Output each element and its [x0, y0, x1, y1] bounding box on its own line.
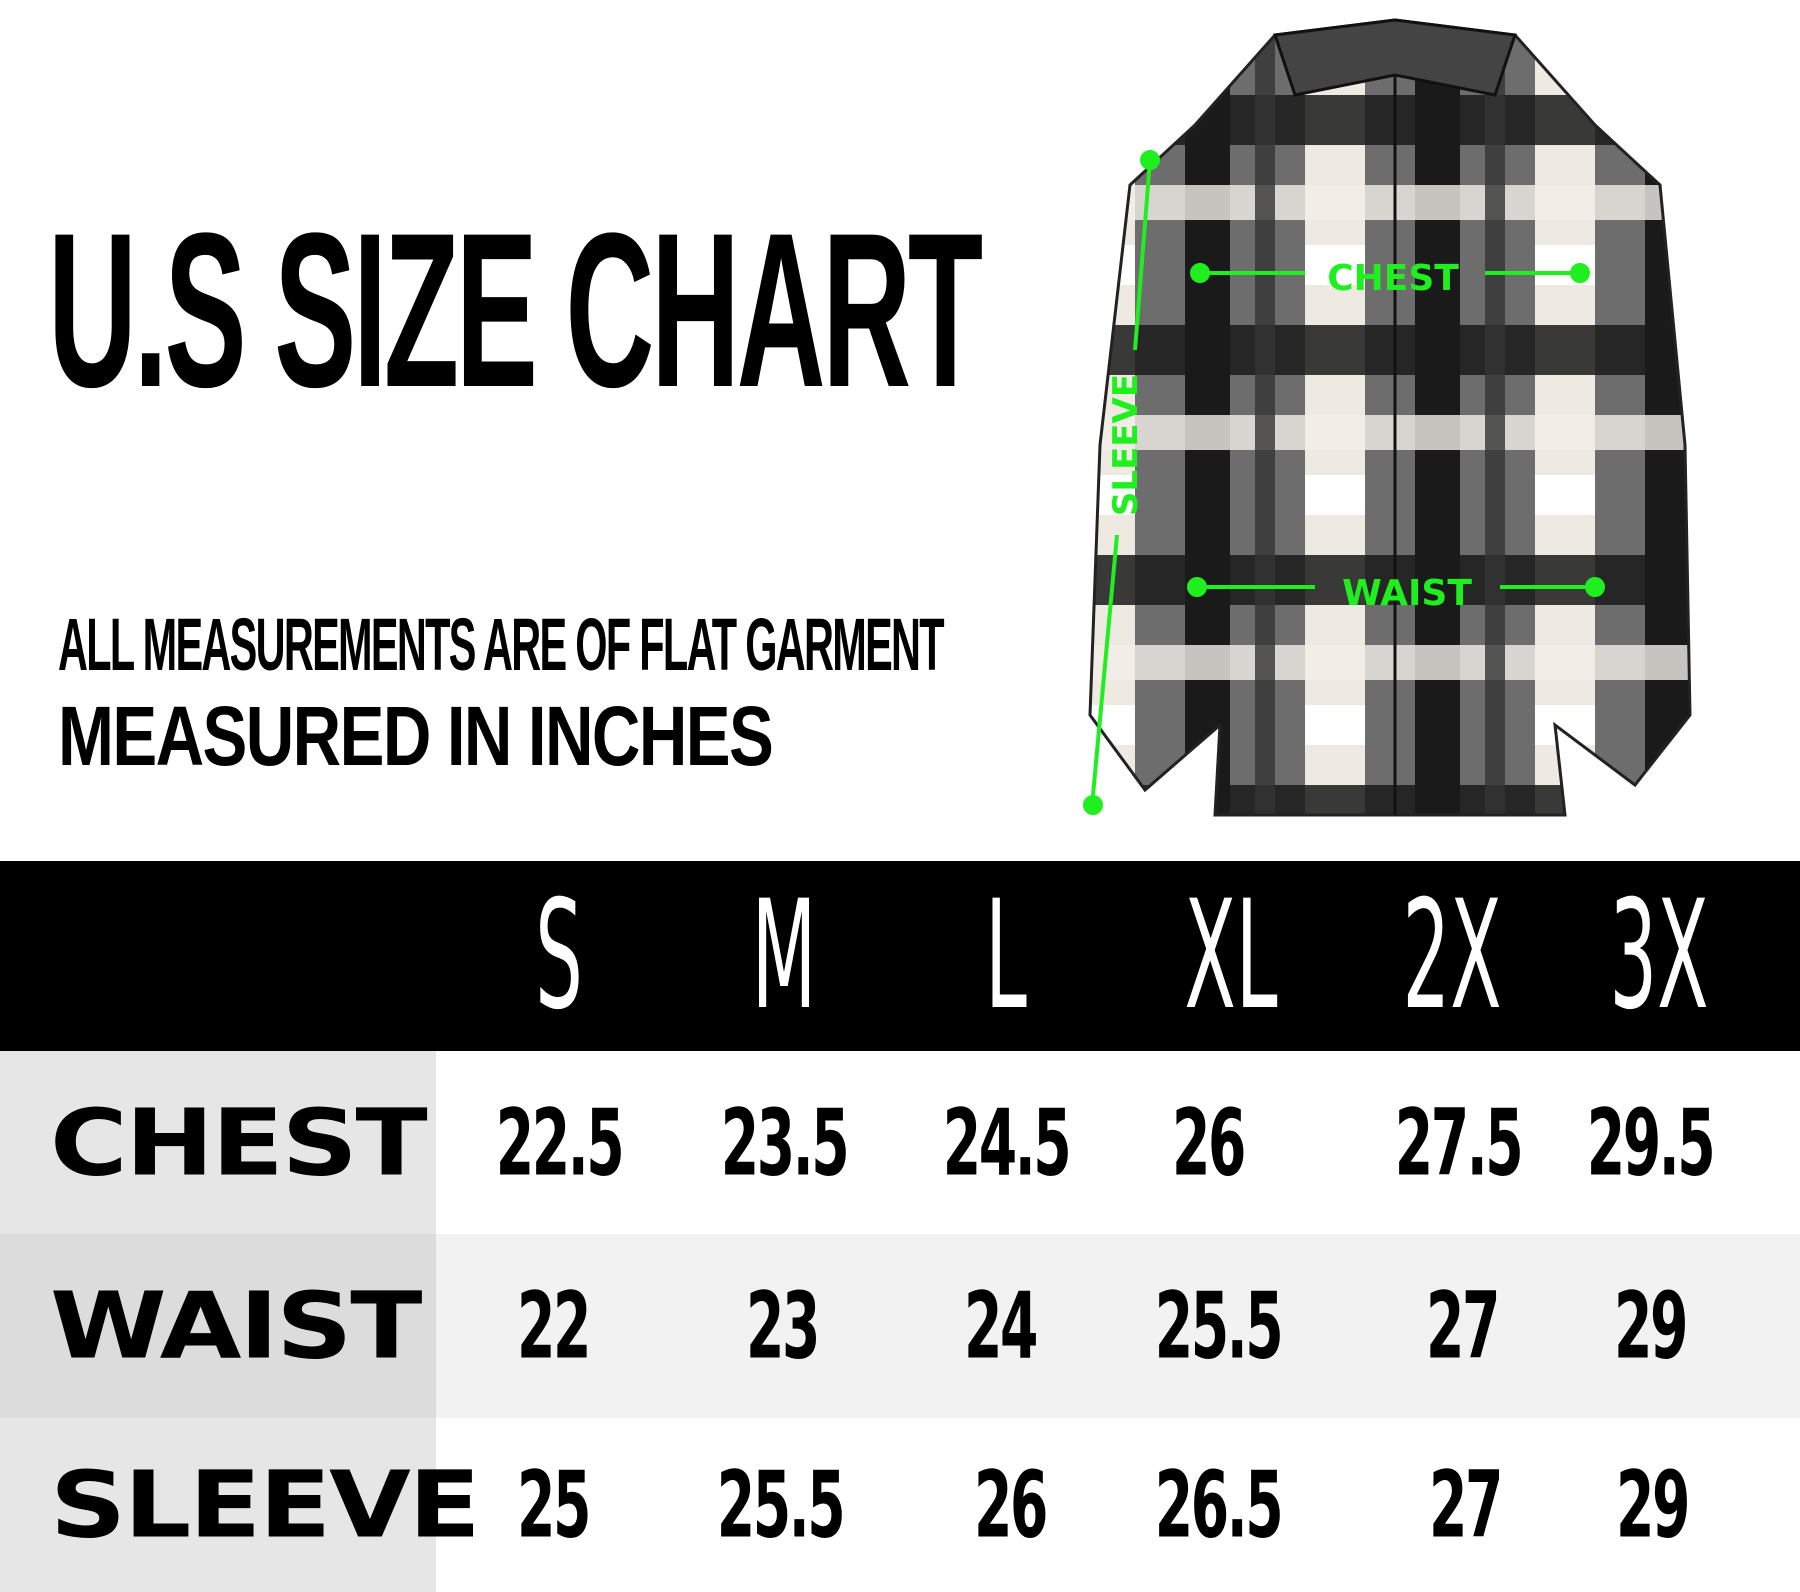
cell: 29 [1615, 1451, 1690, 1559]
cell: 27.5 [1394, 1089, 1524, 1196]
cell: 26 [1171, 1089, 1246, 1196]
cell: 22.5 [495, 1089, 625, 1196]
cell: 25 [516, 1451, 591, 1559]
cell: 29 [1613, 1272, 1688, 1380]
cell: 27 [1425, 1272, 1500, 1380]
row-label: CHEST [50, 1089, 428, 1196]
cell: 23 [745, 1272, 820, 1380]
measurement-note: ALL MEASUREMENTS ARE OF FLAT GARMENT [58, 603, 945, 686]
cell: 25.5 [1154, 1272, 1284, 1380]
page-title: U.S SIZE CHART [48, 187, 983, 433]
collar [1272, 18, 1518, 97]
chest-label: CHEST [1327, 258, 1459, 299]
cell: 23.5 [720, 1089, 850, 1196]
cell: 24.5 [942, 1089, 1072, 1196]
shirt-diagram: CHEST WAIST SLEEVE [1083, 18, 1692, 817]
sleeve-label: SLEEVE [1106, 374, 1146, 516]
cell: 27 [1428, 1451, 1503, 1559]
size-3x: 3X [1609, 869, 1709, 1043]
row-label: SLEEVE [50, 1451, 481, 1559]
chest-right-dot [1570, 263, 1590, 283]
table-row-chest: CHEST 22.5 23.5 24.5 26 27.5 29.5 [0, 1051, 1800, 1234]
size-m: M [751, 869, 817, 1043]
size-2x: 2X [1402, 869, 1502, 1043]
size-xl: XL [1184, 869, 1278, 1043]
unit-note: MEASURED IN INCHES [58, 689, 774, 783]
cell: 26 [973, 1451, 1048, 1559]
size-l: L [985, 869, 1027, 1043]
cell: 25.5 [716, 1451, 846, 1559]
cell: 26.5 [1154, 1451, 1284, 1559]
table-row-sleeve: SLEEVE 25 25.5 26 26.5 27 29 [0, 1418, 1800, 1592]
row-label: WAIST [50, 1272, 422, 1380]
table-row-waist: WAIST 22 23 24 25.5 27 29 [0, 1234, 1800, 1418]
waist-right-dot [1585, 577, 1605, 597]
cell: 29.5 [1586, 1089, 1716, 1196]
cell: 22 [516, 1272, 591, 1380]
shirt-body [1088, 18, 1692, 817]
cell: 24 [963, 1272, 1038, 1380]
size-s: S [535, 869, 583, 1043]
sleeve-bottom-dot [1083, 795, 1103, 815]
waist-label: WAIST [1342, 573, 1472, 614]
size-header-row: S M L XL 2X 3X [0, 861, 1800, 1051]
